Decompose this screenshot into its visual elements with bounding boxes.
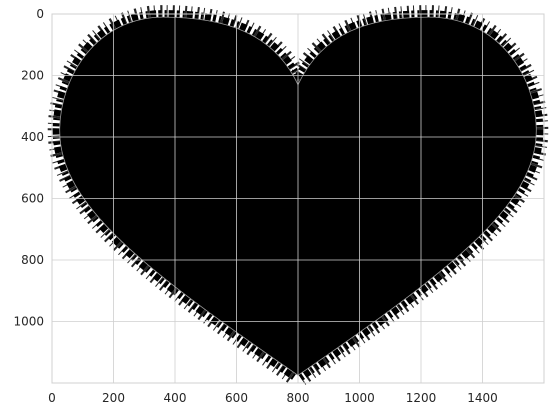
x-tick-label: 600 xyxy=(225,391,248,405)
x-tick-label: 800 xyxy=(287,391,310,405)
x-tick-label: 200 xyxy=(102,391,125,405)
x-tick-label: 1400 xyxy=(467,391,498,405)
y-tick-label: 800 xyxy=(21,253,44,267)
x-tick-label: 400 xyxy=(164,391,187,405)
y-tick-label: 1000 xyxy=(13,315,44,329)
x-axis-ticks: 0 200 400 600 800 1000 1200 1400 xyxy=(48,391,498,405)
y-tick-label: 600 xyxy=(21,192,44,206)
x-tick-label: 1200 xyxy=(406,391,437,405)
y-tick-label: 0 xyxy=(36,7,44,21)
y-tick-label: 400 xyxy=(21,130,44,144)
axes-frame xyxy=(51,13,545,384)
y-tick-label: 200 xyxy=(21,69,44,83)
x-tick-label: 0 xyxy=(48,391,56,405)
y-axis-ticks: 0 200 400 600 800 1000 xyxy=(13,7,44,329)
x-tick-label: 1000 xyxy=(344,391,375,405)
